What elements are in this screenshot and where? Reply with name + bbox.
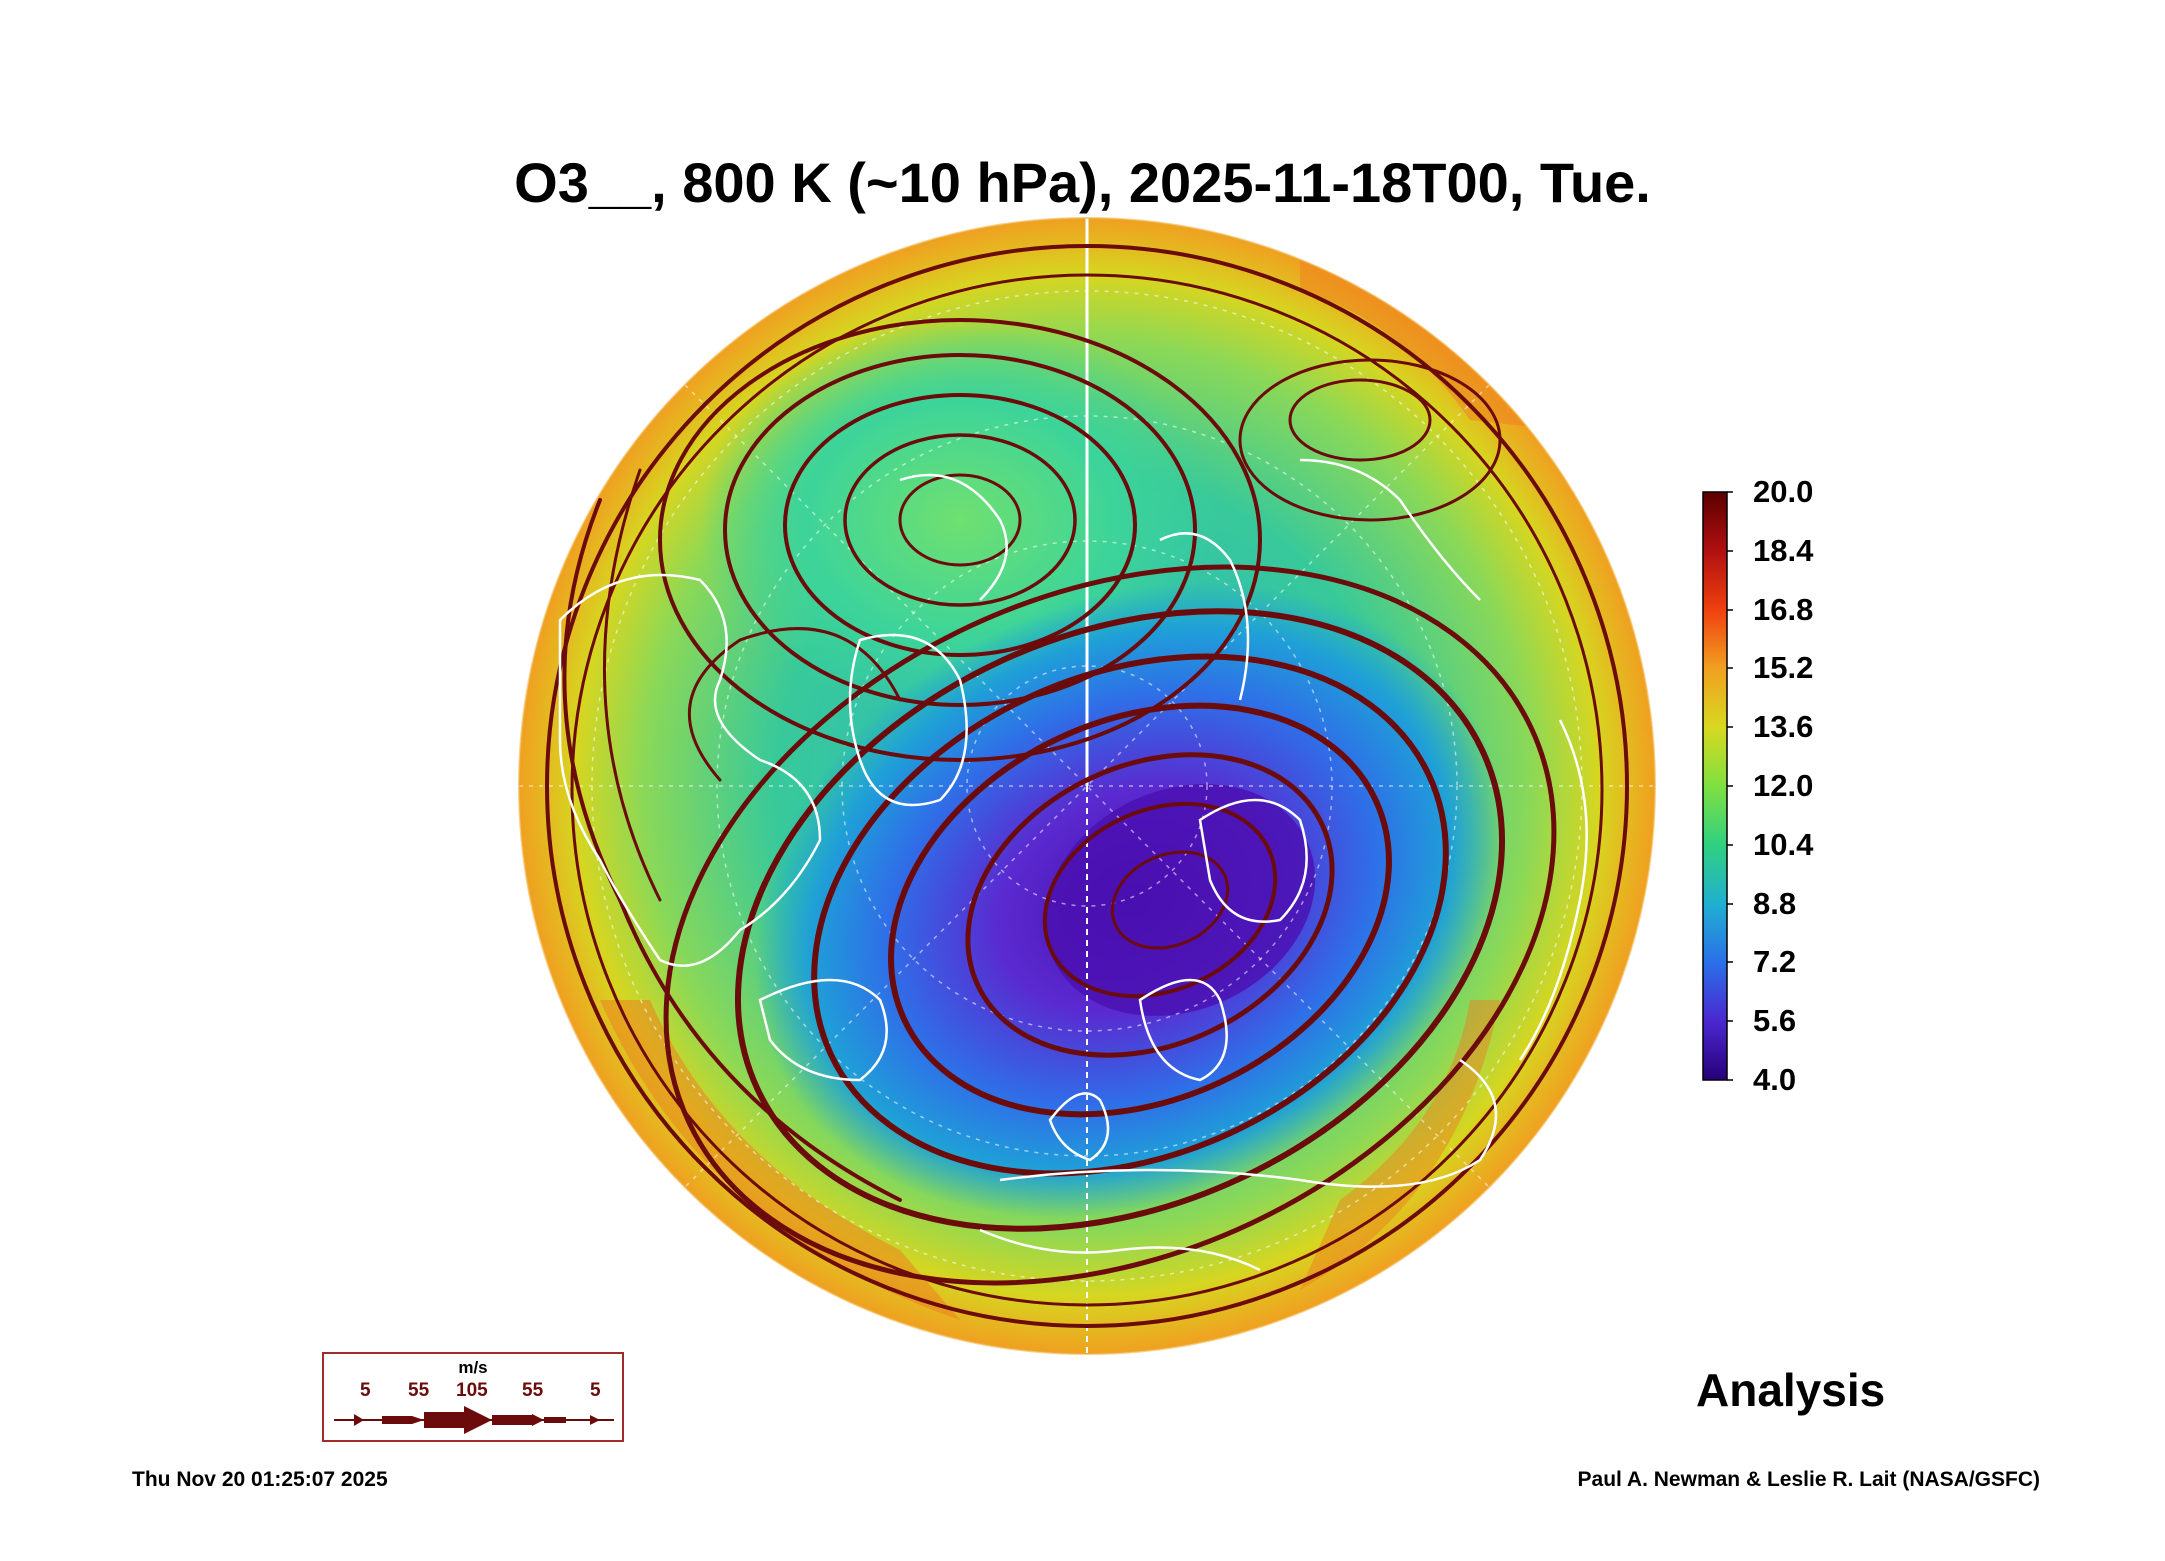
credit: Paul A. Newman & Leslie R. Lait (NASA/GS… bbox=[1577, 1468, 2040, 1491]
colorbar-label: 18.4 bbox=[1753, 533, 1814, 568]
panel-label: Analysis bbox=[1696, 1364, 1886, 1416]
colorbar-label: 5.6 bbox=[1753, 1003, 1797, 1038]
legend-value: 5 bbox=[360, 1380, 371, 1401]
colorbar-label: 4.0 bbox=[1753, 1062, 1797, 1097]
legend-unit: m/s bbox=[458, 1358, 488, 1377]
colorbar-label: 15.2 bbox=[1753, 650, 1814, 685]
coastlines bbox=[558, 458, 1588, 1272]
colorbar-label: 20.0 bbox=[1753, 474, 1814, 509]
map-title: O3__, 800 K (~10 hPa), 2025-11-18T00, Tu… bbox=[514, 151, 1651, 214]
wind-speed-legend: m/s 5 55 105 55 5 bbox=[322, 1352, 624, 1442]
colorbar-label: 10.4 bbox=[1753, 827, 1814, 862]
colorbar bbox=[1702, 491, 1728, 1081]
timestamp: Thu Nov 20 01:25:07 2025 bbox=[132, 1468, 388, 1491]
colorbar-label: 12.0 bbox=[1753, 768, 1814, 803]
legend-value: 105 bbox=[456, 1380, 488, 1401]
legend-value: 55 bbox=[522, 1380, 544, 1401]
colorbar-label: 13.6 bbox=[1753, 709, 1814, 744]
streamlines bbox=[545, 244, 1629, 1328]
colorbar-label: 8.8 bbox=[1753, 886, 1797, 921]
legend-value: 5 bbox=[590, 1380, 601, 1401]
legend-arrow-icon bbox=[334, 1406, 614, 1434]
legend-value: 55 bbox=[408, 1380, 430, 1401]
colorbar-label: 7.2 bbox=[1753, 944, 1797, 979]
globe-field bbox=[519, 218, 1655, 1354]
colorbar-label: 16.8 bbox=[1753, 592, 1814, 627]
